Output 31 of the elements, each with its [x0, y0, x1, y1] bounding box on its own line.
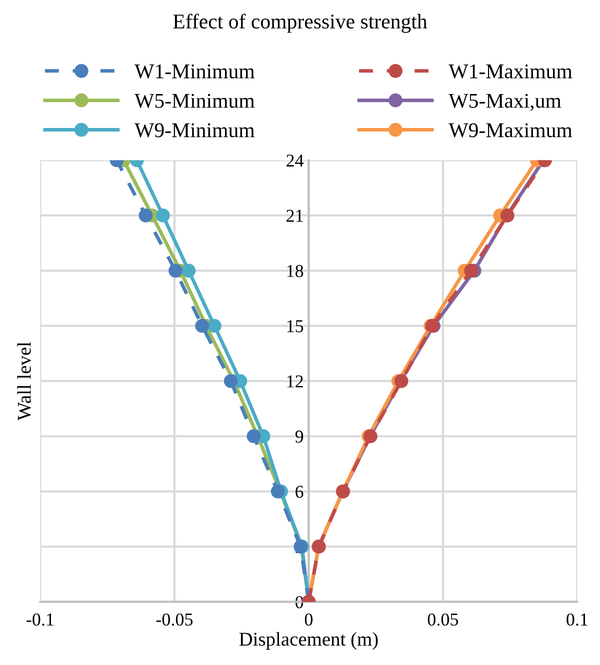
chart-title: Effect of compressive strength [173, 14, 428, 33]
point [224, 374, 238, 388]
point [138, 208, 153, 222]
legend-label: W9-Minimum [134, 123, 255, 138]
x-axis-title: Displacement (m) [239, 632, 378, 650]
y-tick-label: 9 [295, 430, 304, 443]
x-tick-label: -0.1 [26, 613, 54, 626]
point [270, 484, 285, 498]
y-tick-label: 24 [286, 154, 304, 167]
legend-label: W9-Maximum [448, 123, 572, 138]
x-tick-label: 0 [304, 613, 313, 626]
point [182, 264, 196, 278]
legend-label: W5-Minimum [134, 94, 255, 108]
legend-label: W1-Maximum [448, 64, 572, 79]
x-tick-label: 0.05 [428, 613, 458, 626]
point [168, 264, 182, 278]
y-tick-label: 6 [296, 486, 304, 498]
legend-label: W1-Minimum [134, 64, 255, 79]
point [208, 318, 222, 333]
y-tick-label: 15 [287, 320, 304, 332]
y-axis-title: Wall level [17, 342, 31, 420]
point [464, 264, 478, 278]
legend-label: W5-Maxi,um [448, 94, 562, 111]
x-tick-label: 0.1 [566, 613, 588, 626]
point [195, 318, 210, 333]
point [156, 208, 170, 222]
x-tick-label: -0.05 [156, 613, 193, 626]
y-tick-label: 21 [286, 210, 303, 222]
point [246, 429, 261, 444]
y-tick-label: 12 [287, 375, 303, 388]
y-tick-label: 18 [287, 264, 304, 278]
